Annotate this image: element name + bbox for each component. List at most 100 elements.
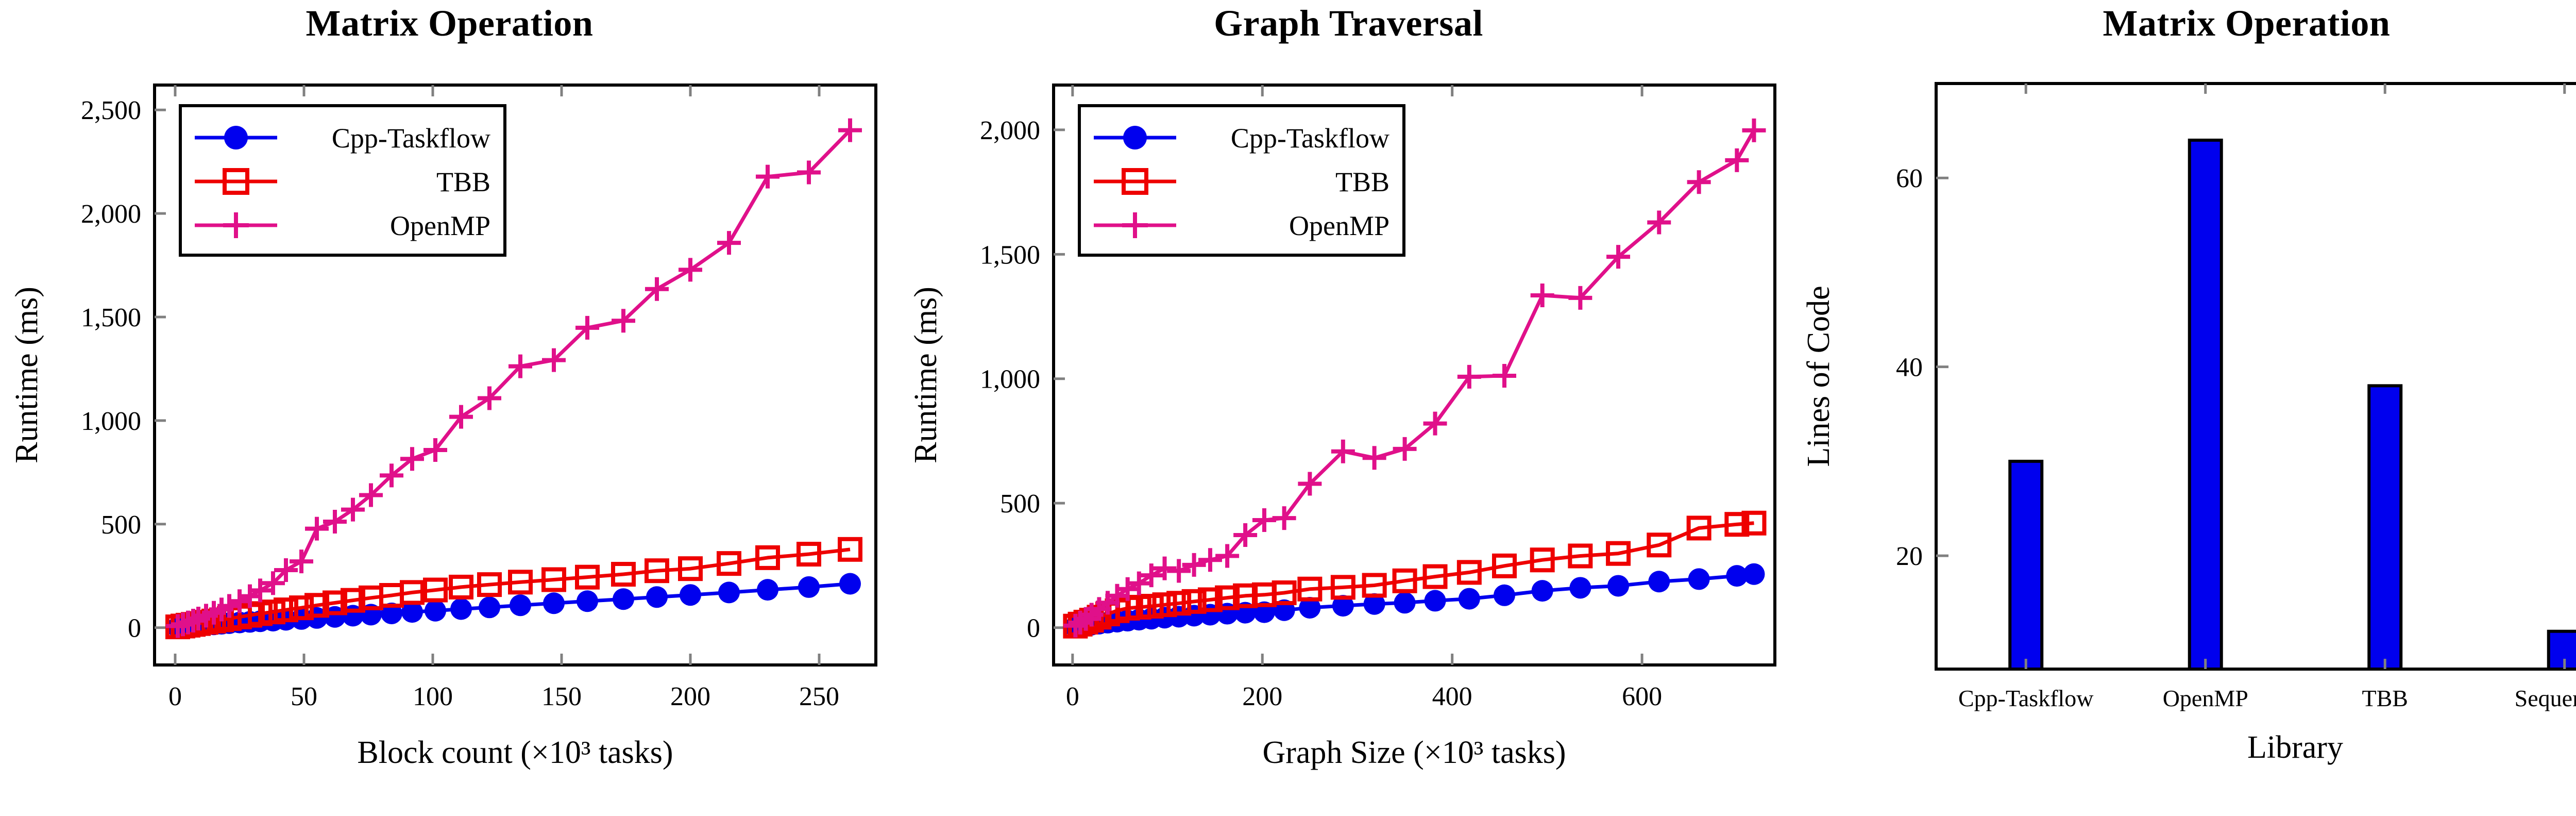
- panel-title: Matrix Operation: [306, 3, 594, 44]
- panel-matrix-operation-loc: Matrix Operation 20 40 60 Cpp-Taskflow OpenM…: [1798, 0, 2576, 816]
- data-point-plus: [838, 118, 862, 142]
- data-point-square: [1741, 510, 1767, 536]
- data-point-plus: [274, 558, 298, 582]
- data-point-plus: [380, 463, 403, 488]
- data-point-plus: [1423, 411, 1447, 436]
- data-point-circle: [1332, 595, 1354, 617]
- data-point-plus: [1457, 364, 1481, 389]
- data-point-square: [575, 564, 600, 590]
- x-tick-label: 50: [291, 682, 317, 711]
- legend-label: TBB: [436, 166, 490, 197]
- data-point-square: [323, 590, 347, 615]
- data-point-square: [1272, 580, 1297, 605]
- x-tick-label: 200: [1242, 682, 1282, 711]
- data-point-plus: [1647, 210, 1671, 235]
- data-point-square: [1606, 541, 1631, 566]
- data-point-plus: [1393, 437, 1417, 461]
- legend-marker-plus: [1122, 212, 1148, 238]
- y-tick-label: 1,500: [980, 240, 1040, 270]
- legend-label: Cpp-Taskflow: [1231, 123, 1389, 154]
- data-point-circle: [425, 599, 446, 622]
- data-point-circle: [510, 594, 531, 617]
- data-point-plus: [1115, 577, 1140, 601]
- data-point-square: [1362, 573, 1387, 598]
- data-point-plus: [1127, 571, 1151, 595]
- data-point-square: [477, 572, 502, 597]
- data-point-circle: [1648, 571, 1670, 593]
- bar-cpp-taskflow[interactable]: [2008, 459, 2044, 671]
- data-point-plus: [542, 348, 566, 372]
- data-point-plus: [1272, 506, 1296, 530]
- data-point-plus: [1153, 556, 1177, 580]
- x-tick-label: 200: [670, 682, 710, 711]
- data-point-circle: [1494, 584, 1515, 606]
- bar-chart-matrix-operation: 20 40 60 Cpp-Taskflow OpenMP TBB Sequential Lib…: [1801, 82, 2576, 765]
- data-point-circle: [680, 584, 701, 606]
- data-point-circle: [718, 581, 740, 604]
- line-chart-matrix-operation: 0 50 100 150 200 250 0 500 1,000 1,500 2,000 2,500 B…: [9, 84, 877, 770]
- data-point-plus: [1493, 363, 1516, 388]
- bar-sequential[interactable]: [2547, 629, 2576, 671]
- x-tick-label: 250: [799, 682, 839, 711]
- data-point-square: [1139, 594, 1164, 619]
- data-point-plus: [1182, 553, 1206, 577]
- data-point-circle: [543, 592, 565, 614]
- y-tick-label: 1,000: [980, 365, 1040, 394]
- legend-label: TBB: [1335, 166, 1389, 197]
- plot-area: 0 200 400 600 0 500 1,000 1,500 2,000 Graph Size …: [908, 84, 1776, 770]
- data-point-plus: [449, 405, 473, 429]
- data-point-plus: [228, 589, 251, 613]
- bar-tbb[interactable]: [2367, 384, 2403, 671]
- panel-title: Matrix Operation: [2103, 3, 2391, 44]
- data-point-plus: [478, 386, 501, 410]
- data-point-plus: [290, 549, 313, 574]
- y-tick-label: 2,000: [81, 199, 141, 229]
- data-point-plus: [1167, 559, 1191, 583]
- data-point-plus: [1331, 439, 1355, 463]
- y-tick-label: 1,000: [81, 407, 141, 436]
- data-point-circle: [1569, 577, 1591, 599]
- data-point-plus: [359, 483, 383, 507]
- data-point-plus: [217, 594, 241, 618]
- data-point-plus: [679, 258, 702, 282]
- data-point-plus: [1074, 607, 1098, 631]
- data-point-circle: [757, 579, 778, 601]
- data-point-circle: [1424, 590, 1446, 612]
- y-tick-label: 2,000: [980, 116, 1040, 145]
- data-point-square: [1215, 585, 1240, 610]
- data-point-plus: [1742, 118, 1766, 142]
- data-point-circle: [381, 602, 402, 624]
- y-tick-label: 40: [1896, 353, 1923, 382]
- series-tbb: [165, 537, 862, 640]
- x-axis-label: Graph Size (×10³ tasks): [1262, 735, 1566, 770]
- data-point-square: [1530, 547, 1555, 573]
- bar-openmp[interactable]: [2188, 138, 2223, 671]
- data-point-plus: [1215, 544, 1240, 568]
- data-point-plus: [1725, 148, 1749, 172]
- data-point-circle: [479, 596, 500, 619]
- legend-label: OpenMP: [390, 210, 490, 241]
- data-point-plus: [323, 509, 347, 534]
- data-point-square: [1392, 568, 1417, 593]
- y-tick-label: 2,500: [81, 96, 141, 125]
- data-point-plus: [756, 164, 779, 189]
- data-point-plus: [575, 315, 599, 340]
- data-point-square: [717, 551, 741, 576]
- y-tick-label: 0: [128, 614, 141, 643]
- x-tick-label: 100: [413, 682, 453, 711]
- legend-marker-square: [1122, 168, 1148, 195]
- plot-area: 20 40 60 Cpp-Taskflow OpenMP TBB Sequential Lib…: [1801, 82, 2576, 765]
- plot-frame: [1935, 82, 2576, 671]
- y-axis-label: Runtime (ms): [9, 287, 44, 463]
- data-point-square: [1297, 576, 1323, 602]
- data-point-circle: [401, 601, 423, 623]
- data-point-plus: [717, 231, 741, 255]
- data-point-circle: [1743, 563, 1765, 585]
- legend-marker-square: [223, 168, 249, 195]
- data-point-square: [1166, 591, 1192, 616]
- data-point-square: [449, 574, 473, 599]
- x-axis-label: Block count (×10³ tasks): [357, 735, 673, 770]
- data-point-square: [508, 570, 533, 595]
- data-point-square: [1492, 553, 1517, 578]
